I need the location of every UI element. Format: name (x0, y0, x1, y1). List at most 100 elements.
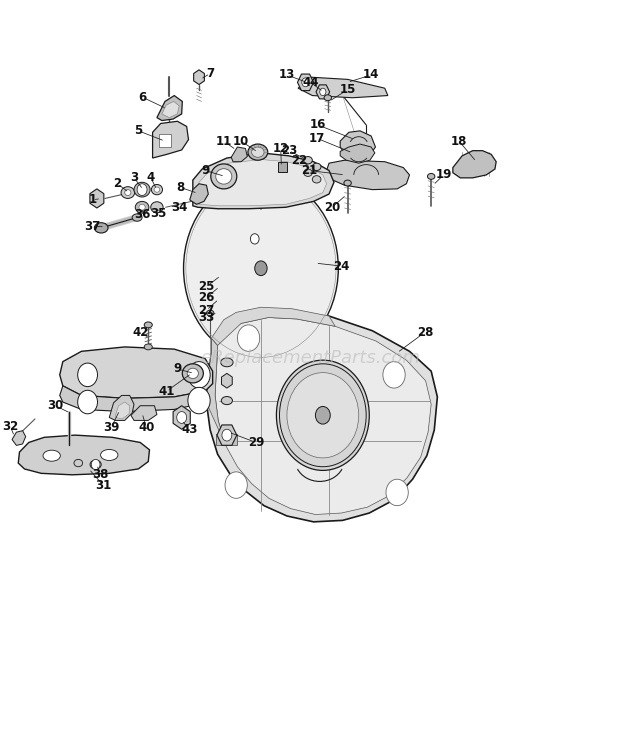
Circle shape (277, 360, 370, 470)
Polygon shape (340, 131, 376, 159)
Text: 1: 1 (89, 193, 97, 207)
Circle shape (184, 176, 339, 360)
Circle shape (78, 363, 97, 387)
Polygon shape (18, 435, 149, 475)
Polygon shape (157, 96, 182, 121)
Circle shape (287, 373, 359, 458)
Text: 43: 43 (182, 423, 198, 437)
Ellipse shape (252, 147, 264, 157)
Text: 35: 35 (151, 207, 167, 220)
Polygon shape (231, 147, 247, 162)
Polygon shape (327, 160, 410, 190)
Ellipse shape (74, 459, 82, 467)
Polygon shape (298, 74, 314, 90)
Polygon shape (60, 386, 205, 412)
Text: 38: 38 (92, 467, 108, 481)
Ellipse shape (182, 364, 203, 383)
Ellipse shape (139, 204, 145, 210)
Circle shape (237, 325, 260, 351)
Circle shape (302, 78, 309, 87)
Polygon shape (206, 338, 226, 445)
Ellipse shape (312, 176, 321, 183)
Ellipse shape (312, 163, 321, 171)
Text: 30: 30 (47, 399, 63, 412)
Text: 26: 26 (198, 291, 215, 304)
Ellipse shape (134, 182, 150, 197)
Circle shape (177, 412, 187, 423)
Text: 23: 23 (281, 144, 297, 157)
Text: 36: 36 (134, 208, 150, 221)
Text: 9: 9 (173, 362, 182, 376)
Text: 42: 42 (132, 326, 148, 339)
Circle shape (225, 472, 247, 498)
Ellipse shape (211, 164, 237, 189)
Text: 44: 44 (302, 76, 319, 89)
Polygon shape (193, 153, 334, 209)
Circle shape (383, 362, 405, 388)
Circle shape (188, 387, 210, 414)
Text: 3: 3 (130, 171, 138, 184)
Text: 29: 29 (248, 436, 264, 449)
Text: 28: 28 (417, 326, 433, 339)
Circle shape (255, 261, 267, 276)
Text: 41: 41 (159, 384, 175, 398)
Text: 25: 25 (198, 280, 215, 293)
Circle shape (222, 429, 232, 441)
Polygon shape (190, 184, 208, 204)
Text: 11: 11 (216, 135, 232, 148)
Polygon shape (109, 395, 134, 420)
Circle shape (78, 390, 97, 414)
Text: 7: 7 (206, 67, 215, 80)
Ellipse shape (216, 169, 232, 184)
Circle shape (250, 234, 259, 244)
Text: 10: 10 (233, 135, 249, 148)
Text: 39: 39 (103, 421, 119, 434)
Text: 18: 18 (451, 135, 467, 148)
Ellipse shape (304, 157, 312, 164)
Polygon shape (60, 347, 213, 398)
Polygon shape (215, 318, 431, 514)
Polygon shape (217, 425, 237, 445)
Circle shape (188, 362, 210, 388)
Polygon shape (153, 121, 188, 158)
Ellipse shape (144, 344, 153, 350)
Text: 20: 20 (324, 201, 340, 214)
Ellipse shape (144, 322, 153, 328)
Text: 9: 9 (201, 164, 210, 177)
Ellipse shape (248, 144, 268, 160)
Text: 6: 6 (138, 90, 146, 104)
Ellipse shape (206, 310, 214, 316)
Ellipse shape (154, 187, 160, 193)
Text: 31: 31 (95, 478, 111, 492)
Polygon shape (12, 431, 25, 445)
Text: 2: 2 (113, 177, 122, 190)
Ellipse shape (324, 95, 332, 101)
Ellipse shape (100, 449, 118, 460)
Circle shape (91, 459, 100, 470)
Text: 24: 24 (333, 259, 350, 273)
Ellipse shape (151, 184, 162, 195)
Ellipse shape (304, 169, 312, 176)
Ellipse shape (255, 167, 267, 174)
Polygon shape (278, 162, 287, 172)
Ellipse shape (344, 180, 352, 186)
Text: 22: 22 (291, 154, 308, 167)
Ellipse shape (121, 187, 135, 198)
Text: 33: 33 (198, 311, 215, 324)
Ellipse shape (43, 450, 60, 462)
Text: 40: 40 (138, 421, 154, 434)
Text: 15: 15 (339, 83, 356, 96)
Polygon shape (193, 70, 205, 85)
Text: 5: 5 (134, 124, 143, 137)
Ellipse shape (132, 214, 142, 221)
Polygon shape (199, 159, 327, 206)
Ellipse shape (221, 397, 232, 404)
Text: 37: 37 (84, 220, 100, 233)
Circle shape (137, 184, 147, 196)
Ellipse shape (135, 201, 149, 213)
Circle shape (320, 88, 326, 96)
Ellipse shape (221, 358, 233, 367)
Polygon shape (221, 373, 232, 388)
Polygon shape (90, 189, 104, 208)
Text: 19: 19 (435, 168, 452, 182)
